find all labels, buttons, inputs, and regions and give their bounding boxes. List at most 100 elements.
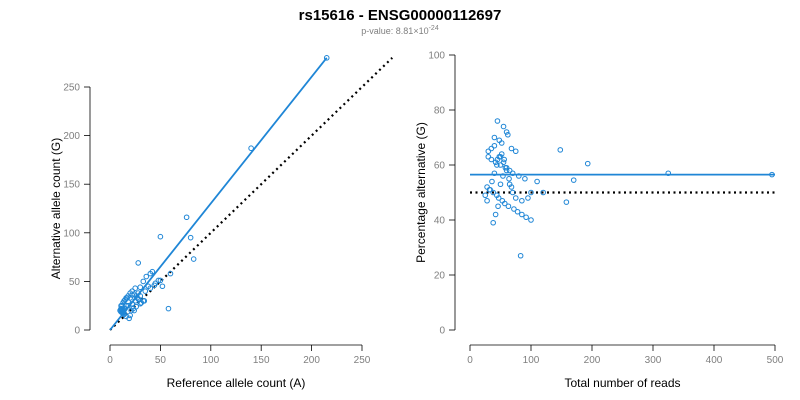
p-value-exponent: -24 — [429, 25, 439, 32]
data-point — [494, 156, 501, 163]
data-point — [512, 195, 519, 201]
data-point — [508, 145, 515, 152]
data-point — [570, 177, 577, 183]
data-point — [523, 214, 529, 221]
data-point — [500, 123, 507, 130]
data-point — [540, 189, 547, 196]
data-point — [498, 151, 505, 157]
data-point — [137, 284, 144, 291]
data-point — [494, 118, 501, 124]
data-point — [167, 270, 174, 277]
y-tick-label: 0 — [74, 326, 80, 337]
data-point — [516, 173, 522, 179]
data-point — [147, 270, 154, 277]
data-point — [501, 200, 508, 207]
data-point — [519, 211, 525, 218]
data-point — [492, 211, 499, 218]
data-point — [528, 217, 534, 223]
data-point — [151, 282, 158, 289]
data-point — [491, 170, 498, 177]
data-point — [505, 131, 511, 138]
p-value-text: p-value: 8.81×10 — [361, 26, 428, 36]
data-point — [484, 197, 490, 204]
data-point — [157, 233, 164, 240]
x-tick-label: 0 — [107, 355, 113, 366]
data-point — [503, 167, 510, 174]
y-tick-label: 200 — [63, 131, 80, 142]
x-tick-label: 400 — [706, 355, 723, 366]
y-tick-label: 80 — [434, 106, 446, 117]
data-point — [165, 305, 172, 312]
data-point — [490, 189, 496, 196]
y-tick-label: 100 — [63, 228, 80, 239]
data-point — [503, 164, 510, 171]
x-tick-label: 200 — [584, 355, 601, 366]
data-point — [190, 256, 197, 262]
right-scatter-panel: 0 20 40 60 80 100 0 100 200 300 400 500 Total number… — [414, 51, 784, 391]
y-tick-label: 40 — [434, 216, 446, 227]
dense-point-cluster — [117, 306, 127, 316]
chart-subtitle: p-value: 8.81×10-24 — [361, 25, 439, 36]
data-point — [497, 162, 504, 168]
data-point — [486, 186, 493, 193]
data-point — [124, 295, 130, 301]
data-point — [665, 170, 672, 177]
data-point — [155, 277, 162, 284]
data-point — [248, 145, 254, 152]
data-point — [126, 315, 132, 322]
x-tick-label: 0 — [467, 355, 473, 366]
data-point — [485, 148, 492, 155]
data-point — [503, 129, 510, 135]
data-point — [509, 170, 516, 177]
data-point — [506, 167, 513, 174]
data-point — [491, 142, 498, 149]
data-point — [528, 189, 534, 196]
chart-title: rs15616 - ENSG00000112697 — [299, 7, 502, 24]
data-point — [522, 175, 528, 182]
x-tick-label: 150 — [253, 355, 270, 366]
data-point — [143, 273, 150, 280]
data-point — [138, 299, 145, 306]
data-point — [142, 288, 149, 294]
data-point — [495, 203, 501, 210]
data-point — [482, 192, 489, 199]
data-point — [135, 260, 142, 266]
data-point — [519, 197, 525, 204]
data-point — [323, 55, 330, 61]
data-point — [506, 181, 513, 188]
y-tick-label: 50 — [69, 277, 81, 288]
data-point — [494, 162, 500, 168]
data-point — [511, 206, 517, 212]
x-tick-label: 50 — [155, 355, 167, 366]
x-tick-label: 200 — [303, 355, 320, 366]
data-point — [584, 160, 591, 167]
data-point — [187, 234, 194, 241]
data-point — [130, 305, 136, 312]
data-point — [509, 189, 516, 196]
data-point — [525, 195, 531, 201]
x-axis-label: Total number of reads — [564, 376, 680, 390]
x-tick-label: 500 — [767, 355, 784, 366]
data-point — [557, 147, 564, 153]
data-point — [157, 277, 164, 284]
y-axis-label: Alternative allele count (G) — [49, 138, 63, 279]
data-point — [506, 175, 512, 182]
data-point — [495, 195, 502, 201]
data-point — [497, 153, 504, 160]
y-axis-label: Percentage alternative (G) — [414, 122, 428, 263]
data-point — [485, 153, 492, 160]
x-tick-label: 100 — [523, 355, 540, 366]
data-point — [534, 178, 540, 185]
data-point — [488, 145, 495, 152]
y-tick-label: 150 — [63, 180, 80, 191]
data-point — [132, 285, 138, 292]
x-tick-label: 250 — [354, 355, 371, 366]
data-point — [512, 148, 519, 155]
data-point — [501, 156, 507, 163]
y-tick-label: 250 — [63, 83, 80, 94]
data-point — [517, 252, 524, 259]
x-axis-label: Reference allele count (A) — [167, 376, 306, 390]
data-point — [500, 159, 507, 166]
y-tick-label: 20 — [434, 271, 446, 282]
